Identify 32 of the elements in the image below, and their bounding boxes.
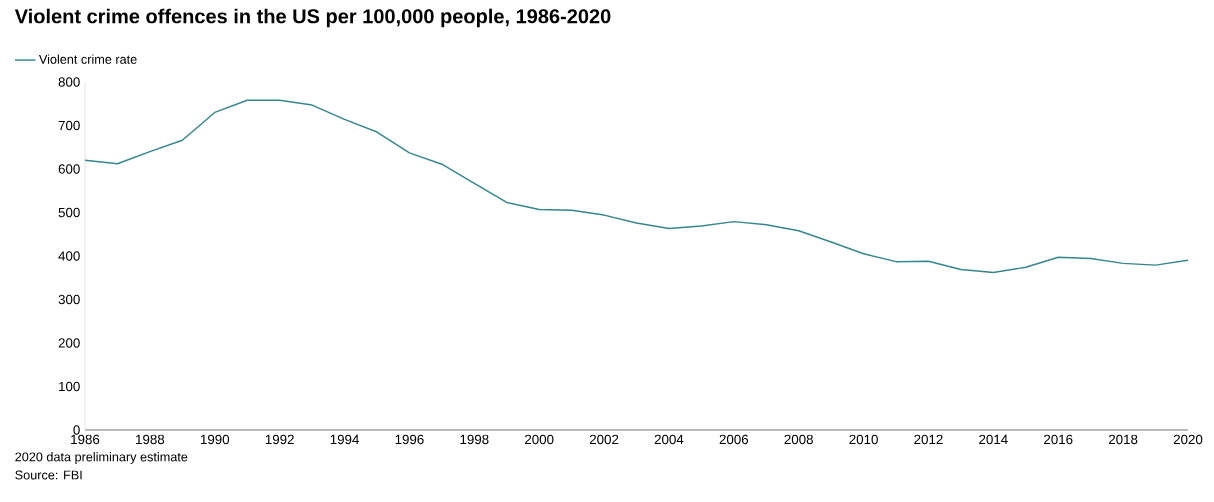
- line-series: [85, 99, 1188, 274]
- x-tick-label: 2012: [914, 434, 943, 445]
- x-tick-label: 2010: [849, 434, 878, 445]
- x-tick-label: 2016: [1044, 434, 1073, 445]
- x-tick-label: 1990: [200, 434, 230, 445]
- y-tick-label: 200: [58, 338, 80, 348]
- y-tick-label: 700: [58, 120, 80, 131]
- x-tick-label: 2002: [589, 434, 619, 445]
- x-tick-label: 1986: [71, 434, 100, 445]
- legend-label: Violent crime rate: [38, 54, 137, 64]
- source-note: Source: FBI: [15, 470, 82, 480]
- y-tick-label: 600: [58, 164, 80, 174]
- y-tick-label: 300: [58, 294, 80, 305]
- y-tick-label: 500: [58, 207, 80, 218]
- chart-title: Violent crime offences in the US per 100,000 people, 1986-2020: [14, 8, 611, 28]
- x-tick-label: 2018: [1108, 434, 1138, 445]
- y-tick-label: 0: [73, 425, 80, 435]
- x-tick-label: 2000: [525, 434, 554, 445]
- y-tick-label: 800: [58, 77, 80, 87]
- x-tick-label: 1994: [330, 434, 359, 445]
- y-tick-label: 400: [58, 251, 80, 261]
- x-tick-label: 1998: [460, 434, 489, 445]
- x-tick-label: 1988: [136, 434, 165, 445]
- x-tick-label: 2020: [1173, 434, 1203, 445]
- x-tick-label: 2008: [784, 434, 813, 445]
- y-tick-label: 100: [59, 381, 80, 392]
- x-tick-label: 2014: [979, 434, 1008, 445]
- text: 2020 data preliminary estimate: [15, 452, 188, 464]
- x-tick-label: 2006: [719, 434, 749, 445]
- x-tick-label: 1992: [265, 434, 294, 445]
- x-tick-label: 2004: [654, 434, 684, 445]
- x-tick-label: 1996: [395, 434, 424, 445]
